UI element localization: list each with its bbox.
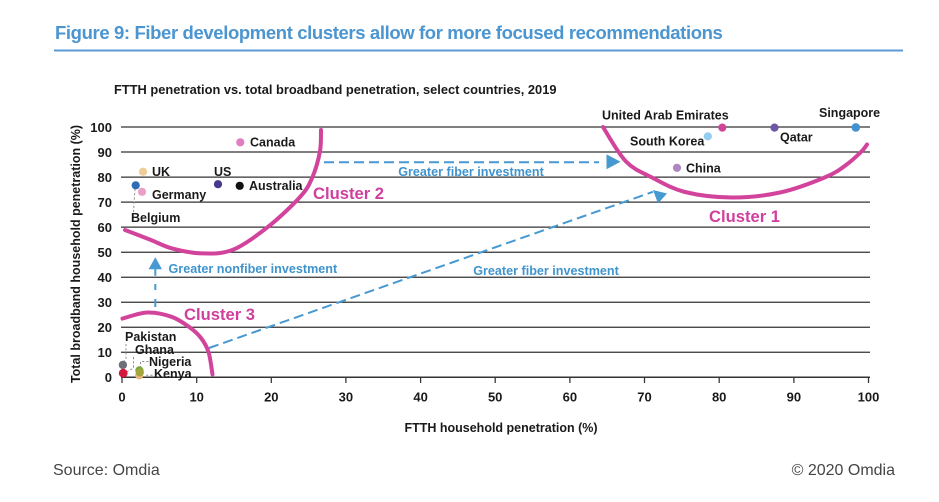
- svg-text:10: 10: [98, 345, 112, 360]
- svg-text:Canada: Canada: [250, 136, 296, 150]
- svg-text:100: 100: [90, 120, 112, 135]
- svg-text:Nigeria: Nigeria: [149, 355, 192, 369]
- svg-text:50: 50: [488, 390, 502, 405]
- svg-text:20: 20: [98, 320, 112, 335]
- svg-text:Belgium: Belgium: [131, 211, 180, 225]
- svg-text:70: 70: [637, 390, 651, 405]
- svg-text:© 2020 Omdia: © 2020 Omdia: [792, 462, 896, 479]
- svg-text:Figure 9: Fiber development cl: Figure 9: Fiber development clusters all…: [55, 22, 723, 43]
- svg-text:50: 50: [98, 245, 112, 260]
- svg-text:South Korea: South Korea: [630, 135, 705, 149]
- svg-text:10: 10: [189, 390, 203, 405]
- svg-text:Ghana: Ghana: [135, 343, 175, 357]
- svg-text:Kenya: Kenya: [154, 367, 193, 381]
- svg-text:0: 0: [105, 370, 112, 385]
- svg-text:FTTH penetration vs. total bro: FTTH penetration vs. total broadband pen…: [114, 82, 556, 97]
- svg-text:UK: UK: [152, 165, 170, 179]
- svg-text:Greater fiber investment: Greater fiber investment: [473, 264, 619, 278]
- svg-text:30: 30: [339, 390, 353, 405]
- svg-text:Australia: Australia: [249, 179, 304, 193]
- svg-text:90: 90: [98, 145, 112, 160]
- svg-text:China: China: [686, 162, 722, 176]
- svg-text:Singapore: Singapore: [819, 106, 880, 120]
- svg-text:Cluster 2: Cluster 2: [313, 184, 384, 203]
- svg-text:Qatar: Qatar: [780, 131, 813, 145]
- svg-text:70: 70: [98, 195, 112, 210]
- svg-text:Source: Omdia: Source: Omdia: [53, 462, 160, 479]
- svg-text:FTTH household penetration (%): FTTH household penetration (%): [404, 421, 597, 435]
- svg-text:20: 20: [264, 390, 278, 405]
- svg-text:Cluster 1: Cluster 1: [709, 207, 780, 226]
- svg-text:Germany: Germany: [152, 188, 206, 202]
- svg-text:90: 90: [787, 390, 801, 405]
- svg-text:100: 100: [858, 390, 880, 405]
- svg-text:40: 40: [413, 390, 427, 405]
- svg-text:Pakistan: Pakistan: [125, 330, 176, 344]
- svg-text:60: 60: [563, 390, 577, 405]
- svg-text:United Arab Emirates: United Arab Emirates: [602, 109, 729, 123]
- svg-text:80: 80: [98, 170, 112, 185]
- svg-text:US: US: [214, 165, 231, 179]
- svg-text:Cluster 3: Cluster 3: [184, 305, 255, 324]
- svg-text:Greater nonfiber investment: Greater nonfiber investment: [169, 262, 338, 276]
- svg-text:Total broadband household pene: Total broadband household penetration (%…: [69, 125, 83, 383]
- svg-text:40: 40: [98, 270, 112, 285]
- svg-text:60: 60: [98, 220, 112, 235]
- svg-text:80: 80: [712, 390, 726, 405]
- svg-text:0: 0: [118, 390, 125, 405]
- svg-text:Greater fiber investment: Greater fiber investment: [398, 165, 544, 179]
- svg-text:30: 30: [98, 295, 112, 310]
